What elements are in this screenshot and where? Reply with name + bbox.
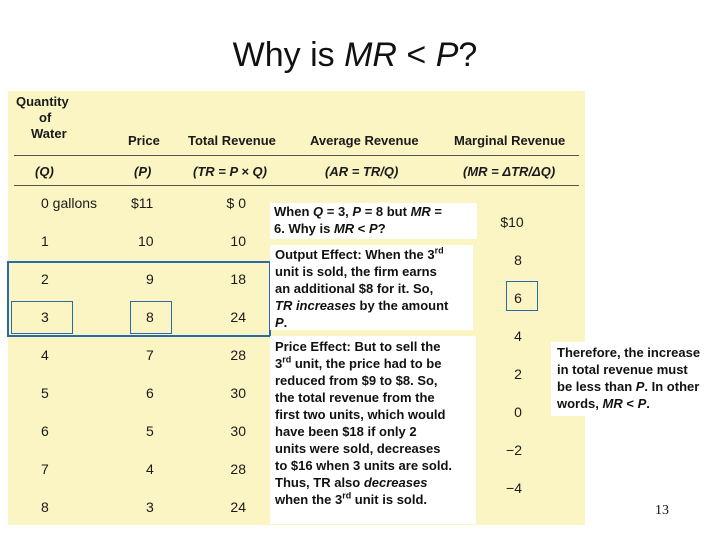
highlight-q3 xyxy=(11,301,73,334)
row0-tr: $ 0 xyxy=(226,195,246,211)
formula-ar: (AR = TR/Q) xyxy=(325,164,399,179)
header-quantity: Quantity of Water xyxy=(16,94,69,141)
row5-q: 5 xyxy=(41,385,49,401)
note-conclusion: Therefore, the increase in total revenue… xyxy=(551,342,720,416)
note-price-effect: Price Effect: But to sell the 3rd unit, … xyxy=(270,336,476,524)
header-total-revenue: Total Revenue xyxy=(188,133,276,148)
row8-p: 3 xyxy=(146,499,154,515)
note-question: When Q = 3, P = 8 but MR = 6. Why is MR … xyxy=(270,203,477,239)
highlight-mr6 xyxy=(506,281,538,311)
row1-q: 1 xyxy=(41,233,49,249)
highlight-p8 xyxy=(130,301,172,334)
header-price: Price xyxy=(128,133,160,148)
mr-8: −4 xyxy=(506,480,522,496)
page-number: 13 xyxy=(655,503,669,518)
formula-tr: (TR = P × Q) xyxy=(193,164,267,179)
mr-1: $10 xyxy=(500,214,524,230)
row1-p: 10 xyxy=(138,233,154,249)
note-output-effect: Output Effect: When the 3rd unit is sold… xyxy=(270,245,473,330)
row0-q: 0 gallons xyxy=(41,195,98,211)
slide-title: Why is MR < P? xyxy=(232,36,478,74)
row3-tr: 24 xyxy=(230,309,246,325)
row2-tr: 18 xyxy=(230,271,246,287)
mr-4: 4 xyxy=(514,328,522,344)
mr-7: −2 xyxy=(506,442,522,458)
row7-p: 4 xyxy=(146,461,154,477)
header-marginal-revenue: Marginal Revenue xyxy=(454,133,566,148)
mr-6: 0 xyxy=(514,404,522,420)
header-average-revenue: Average Revenue xyxy=(310,133,419,148)
row8-tr: 24 xyxy=(230,499,246,515)
formula-q: (Q) xyxy=(35,164,54,179)
row5-p: 6 xyxy=(146,385,154,401)
row4-q: 4 xyxy=(41,347,49,363)
row1-tr: 10 xyxy=(230,233,246,249)
row5-tr: 30 xyxy=(230,385,246,401)
row8-q: 8 xyxy=(41,499,49,515)
row7-q: 7 xyxy=(41,461,49,477)
row4-p: 7 xyxy=(146,347,154,363)
mr-2: 8 xyxy=(514,252,522,268)
row6-p: 5 xyxy=(146,423,154,439)
row6-tr: 30 xyxy=(230,423,246,439)
row7-tr: 28 xyxy=(230,461,246,477)
formula-mr: (MR = ΔTR/ΔQ) xyxy=(463,164,556,179)
row6-q: 6 xyxy=(41,423,49,439)
row2-p: 9 xyxy=(146,271,154,287)
row0-p: $11 xyxy=(131,195,154,211)
mr-3: 6 xyxy=(514,290,522,306)
row3-p: 8 xyxy=(146,309,154,325)
row4-tr: 28 xyxy=(230,347,246,363)
formula-p: (P) xyxy=(134,164,152,179)
formula-rule xyxy=(14,185,579,186)
row2-q: 2 xyxy=(41,271,49,287)
header-rule xyxy=(14,155,579,156)
row3-q: 3 xyxy=(41,309,49,325)
mr-5: 2 xyxy=(514,366,522,382)
